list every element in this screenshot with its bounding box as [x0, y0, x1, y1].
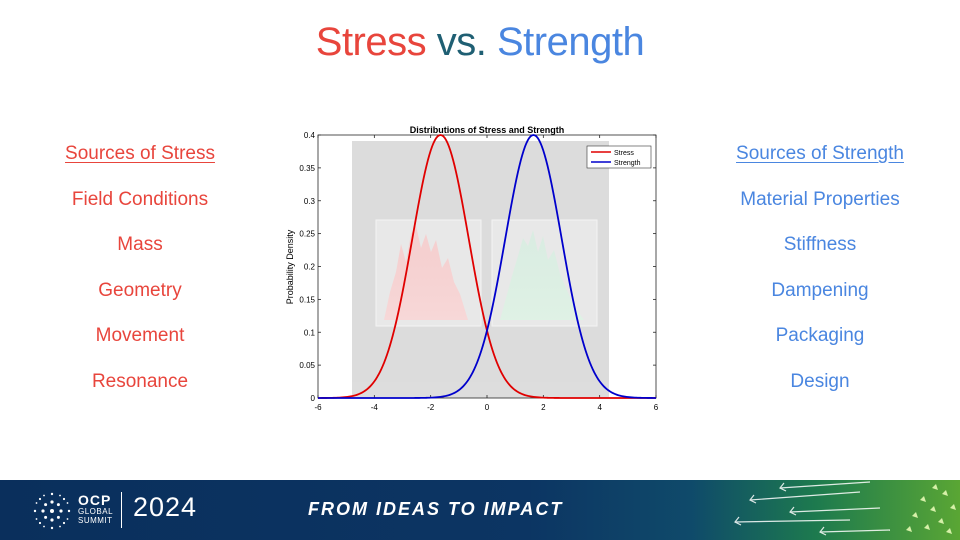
title-word-vs: vs. — [436, 20, 487, 64]
title-word-strength: Strength — [497, 20, 645, 64]
strength-sources-heading: Sources of Strength — [736, 143, 904, 164]
legend-label-stress: Stress — [614, 150, 634, 157]
background-figure — [352, 141, 609, 398]
y-tick-label: 0.3 — [304, 197, 316, 206]
x-tick-label: -4 — [371, 403, 379, 412]
summit-year: 2024 — [133, 492, 198, 522]
x-tick-label: 6 — [654, 403, 659, 412]
strength-source-item: Material Properties — [740, 188, 900, 210]
y-tick-label: 0.15 — [299, 295, 315, 304]
ocp-logo-summit: SUMMIT — [78, 516, 113, 525]
strength-sources-list: Sources of Strength Material Properties … — [680, 140, 960, 414]
logo-divider — [121, 492, 122, 528]
y-tick-label: 0.05 — [299, 361, 315, 370]
decorative-arrows — [734, 481, 956, 536]
footer-banner: OCP GLOBAL SUMMIT 2024 FROM IDEAS TO IMP… — [0, 480, 960, 540]
stress-source-item: Field Conditions — [71, 188, 209, 210]
x-tick-label: -6 — [314, 403, 322, 412]
legend-label-strength: Strength — [614, 160, 641, 167]
ocp-logo-global: GLOBAL — [78, 507, 114, 516]
strength-source-item: Design — [790, 370, 850, 392]
series-layer — [317, 134, 657, 399]
title-word-stress: Stress — [315, 20, 427, 64]
y-tick-label: 0.35 — [299, 164, 315, 173]
stress-strength-chart: 0 0.05 0.1 0.15 0.2 0.25 0.3 0.35 0.4 -6 -4 -2 0 2 4 6… — [285, 125, 659, 412]
strength-source-item: Stiffness — [783, 234, 857, 256]
stress-source-item: Resonance — [91, 370, 189, 392]
ocp-logo-big: OCP — [78, 492, 112, 508]
y-axis: 0 0.05 0.1 0.15 0.2 0.25 0.3 0.35 0.4 — [299, 131, 656, 403]
ocp-logo-text: OCP GLOBAL SUMMIT — [78, 493, 113, 525]
x-tick-label: 4 — [597, 403, 602, 412]
x-tick-label: 2 — [541, 403, 546, 412]
y-tick-label: 0.4 — [304, 131, 316, 140]
y-axis-label: Probability Density — [285, 229, 295, 304]
stress-source-item: Geometry — [98, 279, 182, 301]
x-tick-label: 0 — [485, 403, 490, 412]
slide-title: Stress vs. Strength — [0, 20, 960, 65]
ghost-stress-histogram — [384, 226, 468, 320]
summit-tagline: FROM IDEAS TO IMPACT — [308, 499, 564, 519]
y-tick-label: 0.2 — [304, 263, 316, 272]
stress-sources-heading: Sources of Stress — [65, 143, 215, 164]
y-tick-label: 0.1 — [304, 328, 316, 337]
x-tick-label: -2 — [427, 403, 435, 412]
legend: Stress Strength — [586, 145, 652, 169]
stress-source-item: Mass — [117, 234, 163, 256]
stress-sources-list: Sources of Stress Field Conditions Mass … — [0, 140, 280, 414]
plot-frame — [317, 134, 657, 399]
y-tick-label: 0 — [311, 394, 316, 403]
ocp-globe-icon — [33, 492, 71, 530]
ghost-strength-histogram — [500, 230, 584, 320]
strength-source-item: Packaging — [775, 325, 865, 347]
stress-source-item: Movement — [95, 325, 185, 347]
series-line-strength — [318, 134, 657, 399]
chart-title: Distributions of Stress and Strength — [410, 125, 565, 135]
strength-source-item: Dampening — [771, 279, 869, 301]
y-tick-label: 0.25 — [299, 230, 315, 239]
